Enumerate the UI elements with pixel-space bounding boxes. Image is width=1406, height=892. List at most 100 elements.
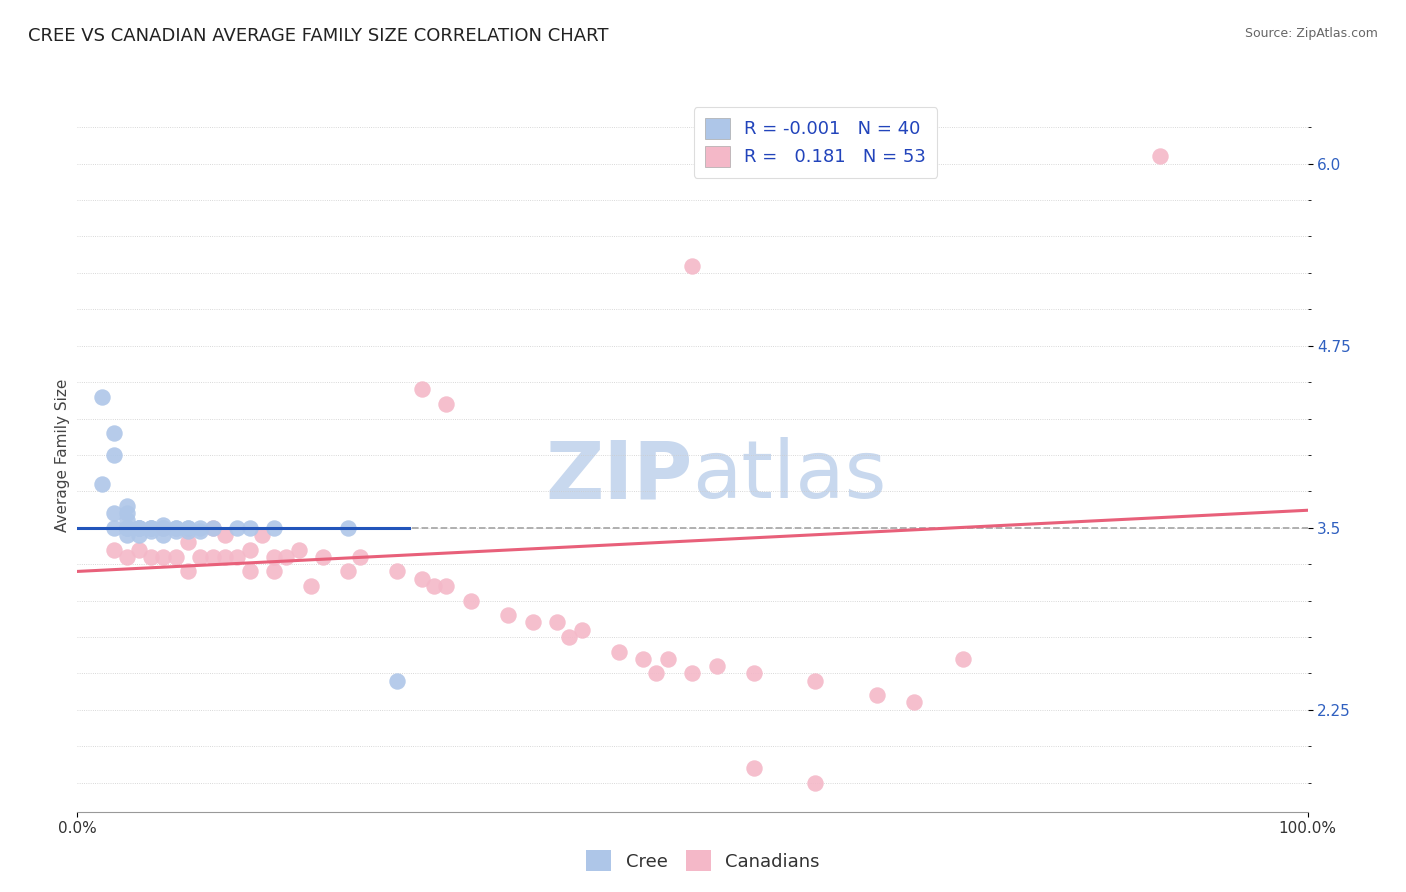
- Point: [411, 572, 433, 586]
- Point: [263, 521, 285, 535]
- Point: [141, 521, 163, 535]
- Point: [103, 542, 125, 557]
- Legend: Cree, Canadians: Cree, Canadians: [579, 843, 827, 879]
- Point: [128, 521, 150, 535]
- Point: [214, 549, 236, 564]
- Point: [706, 659, 728, 673]
- Point: [571, 623, 593, 637]
- Point: [239, 542, 262, 557]
- Point: [250, 528, 273, 542]
- Point: [607, 644, 630, 658]
- Point: [239, 565, 262, 579]
- Point: [115, 521, 138, 535]
- Point: [177, 535, 200, 549]
- Point: [103, 521, 125, 535]
- Point: [128, 521, 150, 535]
- Point: [239, 521, 262, 535]
- Point: [742, 761, 765, 775]
- Point: [177, 565, 200, 579]
- Point: [385, 565, 409, 579]
- Point: [152, 521, 174, 535]
- Point: [263, 549, 285, 564]
- Point: [128, 521, 150, 535]
- Point: [115, 506, 138, 520]
- Point: [337, 565, 360, 579]
- Point: [141, 521, 163, 535]
- Point: [141, 549, 163, 564]
- Point: [177, 521, 200, 535]
- Point: [411, 383, 433, 397]
- Text: atlas: atlas: [693, 437, 887, 516]
- Point: [496, 608, 519, 623]
- Point: [152, 521, 174, 535]
- Point: [188, 521, 212, 535]
- Point: [177, 521, 200, 535]
- Point: [165, 521, 187, 535]
- Point: [657, 652, 679, 666]
- Point: [558, 630, 581, 644]
- Point: [90, 390, 114, 404]
- Point: [128, 528, 150, 542]
- Point: [115, 521, 138, 535]
- Point: [115, 549, 138, 564]
- Point: [152, 549, 174, 564]
- Text: Source: ZipAtlas.com: Source: ZipAtlas.com: [1244, 27, 1378, 40]
- Point: [385, 673, 409, 688]
- Text: CREE VS CANADIAN AVERAGE FAMILY SIZE CORRELATION CHART: CREE VS CANADIAN AVERAGE FAMILY SIZE COR…: [28, 27, 609, 45]
- Point: [128, 542, 150, 557]
- Point: [337, 521, 360, 535]
- Point: [423, 579, 446, 593]
- Point: [201, 549, 224, 564]
- Point: [115, 528, 138, 542]
- Point: [460, 593, 482, 607]
- Point: [436, 397, 458, 411]
- Point: [201, 521, 224, 535]
- Point: [903, 696, 925, 710]
- Point: [177, 524, 200, 538]
- Point: [804, 673, 827, 688]
- Legend: R = -0.001   N = 40, R =   0.181   N = 53: R = -0.001 N = 40, R = 0.181 N = 53: [693, 107, 938, 178]
- Point: [804, 775, 827, 789]
- Point: [152, 528, 174, 542]
- Point: [128, 521, 150, 535]
- Y-axis label: Average Family Size: Average Family Size: [55, 378, 70, 532]
- Point: [546, 615, 568, 630]
- Point: [866, 688, 889, 702]
- Point: [141, 521, 163, 535]
- Point: [349, 549, 371, 564]
- Point: [103, 506, 125, 520]
- Point: [188, 524, 212, 538]
- Point: [682, 666, 704, 681]
- Point: [115, 513, 138, 527]
- Point: [165, 549, 187, 564]
- Point: [299, 579, 322, 593]
- Point: [952, 652, 974, 666]
- Point: [141, 524, 163, 538]
- Point: [165, 524, 187, 538]
- Point: [522, 615, 544, 630]
- Point: [115, 499, 138, 513]
- Point: [633, 652, 655, 666]
- Point: [312, 549, 335, 564]
- Point: [226, 549, 249, 564]
- Point: [226, 521, 249, 535]
- Point: [276, 549, 298, 564]
- Point: [263, 565, 285, 579]
- Text: ZIP: ZIP: [546, 437, 693, 516]
- Point: [436, 579, 458, 593]
- Point: [288, 542, 311, 557]
- Point: [103, 448, 125, 462]
- Point: [103, 426, 125, 441]
- Point: [152, 517, 174, 532]
- Point: [644, 666, 666, 681]
- Point: [682, 259, 704, 273]
- Point: [214, 528, 236, 542]
- Point: [115, 521, 138, 535]
- Point: [165, 521, 187, 535]
- Point: [742, 666, 765, 681]
- Point: [152, 521, 174, 535]
- Point: [201, 521, 224, 535]
- Point: [188, 549, 212, 564]
- Point: [90, 477, 114, 491]
- Point: [1149, 149, 1171, 163]
